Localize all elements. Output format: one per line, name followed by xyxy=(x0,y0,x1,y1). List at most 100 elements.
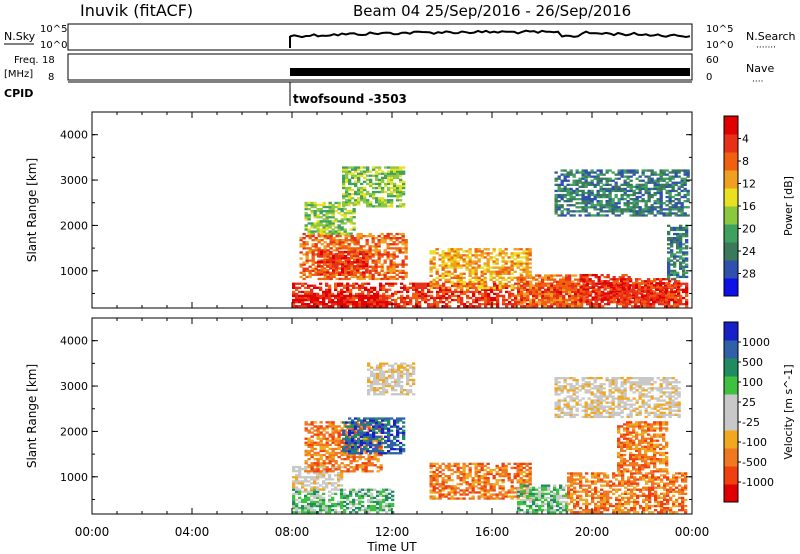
heatmap-cell xyxy=(378,172,382,175)
heatmap-cell xyxy=(641,288,645,291)
heatmap-cell xyxy=(343,216,347,219)
heatmap-cell xyxy=(316,427,320,430)
heatmap-cell xyxy=(307,484,311,487)
heatmap-cell xyxy=(685,290,689,294)
heatmap-cell xyxy=(526,280,530,283)
heatmap-cell xyxy=(325,214,329,217)
heatmap-cell xyxy=(367,453,371,457)
heatmap-cell xyxy=(304,465,308,469)
heatmap-cell xyxy=(393,184,397,188)
heatmap-cell xyxy=(355,494,359,497)
heatmap-cell xyxy=(677,187,681,191)
heatmap-cell xyxy=(307,305,311,308)
heatmap-cell xyxy=(386,265,390,268)
heatmap-cell xyxy=(349,511,353,514)
heatmap-cell xyxy=(623,171,627,174)
heatmap-cell xyxy=(682,290,686,294)
heatmap-cell xyxy=(451,294,455,298)
heatmap-cell xyxy=(337,224,341,227)
heatmap-cell xyxy=(370,298,374,302)
heatmap-cell xyxy=(679,265,683,268)
heatmap-cell xyxy=(656,181,660,184)
heatmap-cell xyxy=(447,254,451,257)
heatmap-cell xyxy=(313,447,317,451)
heatmap-cell xyxy=(305,235,309,238)
heatmap-cell xyxy=(325,441,329,444)
heatmap-cell xyxy=(591,280,595,283)
heatmap-cell xyxy=(617,282,621,285)
heatmap-cell xyxy=(432,252,436,255)
heatmap-cell xyxy=(295,504,299,508)
heatmap-cell xyxy=(340,494,344,497)
heatmap-cell xyxy=(465,260,469,263)
heatmap-cell xyxy=(310,507,314,510)
heatmap-cell xyxy=(313,224,317,227)
heatmap-cell xyxy=(389,255,393,258)
heatmap-cell xyxy=(301,290,305,294)
heatmap-cell xyxy=(353,265,357,268)
heatmap-cell xyxy=(568,276,572,279)
heatmap-cell xyxy=(631,305,635,308)
heatmap-cell xyxy=(399,168,403,171)
heatmap-cell xyxy=(370,464,374,467)
heatmap-cell xyxy=(560,193,564,197)
heatmap-cell xyxy=(489,252,493,255)
heatmap-cell xyxy=(611,208,615,211)
heatmap-cell xyxy=(565,298,569,302)
heatmap-cell xyxy=(311,251,315,254)
heatmap-cell xyxy=(483,256,487,259)
heatmap-cell xyxy=(600,282,604,285)
heatmap-cell xyxy=(298,474,302,477)
heatmap-cell xyxy=(310,298,314,302)
heatmap-cell xyxy=(535,296,539,300)
heatmap-cell xyxy=(644,210,648,213)
heatmap-cell xyxy=(453,266,457,269)
heatmap-cell xyxy=(671,200,675,203)
heatmap-cell xyxy=(347,245,351,248)
heatmap-cell xyxy=(665,173,669,176)
heatmap-cell xyxy=(320,249,324,252)
heatmap-cell xyxy=(674,290,678,293)
heatmap-cell xyxy=(377,251,381,254)
heatmap-cell xyxy=(628,292,632,296)
heatmap-cell xyxy=(378,166,382,169)
heatmap-cell xyxy=(395,265,399,268)
heatmap-cell xyxy=(625,303,629,306)
heatmap-cell xyxy=(574,282,578,285)
heatmap-cell xyxy=(480,280,484,284)
heatmap-cell xyxy=(484,288,488,291)
heatmap-cell xyxy=(484,298,488,302)
heatmap-cell xyxy=(614,204,618,207)
heatmap-cell xyxy=(477,258,481,261)
heatmap-cell xyxy=(535,305,539,308)
heatmap-cell xyxy=(385,301,389,304)
heatmap-cell xyxy=(667,294,671,298)
heatmap-cell xyxy=(374,271,378,274)
heatmap-cell xyxy=(670,243,674,246)
heatmap-cell xyxy=(571,288,575,291)
heatmap-cell xyxy=(553,298,557,302)
heatmap-cell xyxy=(376,298,380,302)
heatmap-cell xyxy=(577,288,581,291)
heatmap-cell xyxy=(393,188,397,192)
heatmap-cell xyxy=(379,464,383,467)
heatmap-cell xyxy=(313,496,317,500)
heatmap-cell xyxy=(355,490,359,493)
heatmap-cell xyxy=(614,202,618,205)
heatmap-cell xyxy=(638,292,642,295)
heatmap-cell xyxy=(665,290,669,293)
heatmap-cell xyxy=(617,210,621,213)
heatmap-cell xyxy=(370,455,374,459)
heatmap-cell xyxy=(370,286,374,289)
heatmap-cell xyxy=(686,200,690,203)
heatmap-cell xyxy=(308,259,312,262)
heatmap-cell xyxy=(644,189,648,193)
heatmap-cell xyxy=(331,423,335,426)
heatmap-cell xyxy=(671,296,675,299)
heatmap-cell xyxy=(340,496,344,500)
heatmap-cell xyxy=(469,303,473,306)
heatmap-cell xyxy=(656,173,660,176)
heatmap-cell xyxy=(444,270,448,273)
heatmap-cell xyxy=(394,290,398,294)
heatmap-cell xyxy=(685,303,689,306)
